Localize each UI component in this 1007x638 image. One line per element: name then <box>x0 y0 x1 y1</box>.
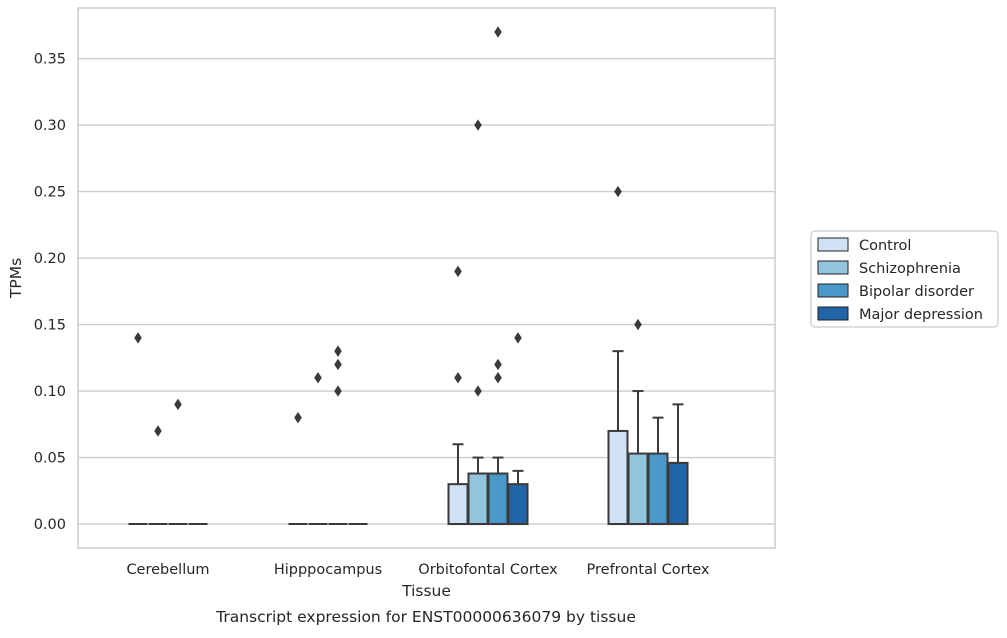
y-axis-label: TPMs <box>7 258 25 299</box>
outlier-point <box>294 411 302 424</box>
y-tick-label: 0.00 <box>34 517 66 533</box>
outlier-point <box>174 398 182 411</box>
box <box>667 461 689 526</box>
legend-label: Bipolar disorder <box>859 284 974 300</box>
outlier-point <box>494 26 502 38</box>
x-tick-label: Prefrontal Cortex <box>587 562 710 578</box>
outlier-point <box>314 372 322 384</box>
y-tick-label: 0.15 <box>34 318 66 334</box>
outlier-point <box>154 425 162 437</box>
box <box>507 483 529 526</box>
y-tick-label: 0.35 <box>34 52 66 68</box>
x-tick-label: Hipppocampus <box>274 562 382 578</box>
outlier-point <box>494 358 502 371</box>
chart-title: Transcript expression for ENST0000063607… <box>215 608 636 626</box>
legend-box <box>810 230 999 328</box>
legend-label: Major depression <box>859 307 983 323</box>
plot-frame <box>77 7 776 549</box>
box <box>607 429 629 526</box>
outlier-point <box>454 265 462 278</box>
x-axis-label: Tissue <box>401 582 451 600</box>
outlier-point <box>514 332 522 344</box>
x-tick-label: Orbitofontal Cortex <box>418 562 558 578</box>
outlier-point <box>474 119 482 131</box>
legend-label: Control <box>859 238 911 254</box>
outlier-point <box>134 332 142 344</box>
y-tick-label: 0.30 <box>34 118 66 134</box>
outlier-point <box>334 345 342 357</box>
outlier-point <box>614 185 622 198</box>
box <box>647 452 669 526</box>
x-tick-label: Cerebellum <box>126 562 209 578</box>
legend-label: Schizophrenia <box>859 261 961 277</box>
legend-swatch <box>817 306 849 321</box>
outlier-point <box>454 372 462 384</box>
legend-swatch <box>817 260 849 275</box>
box <box>447 483 469 526</box>
outlier-point <box>334 358 342 371</box>
outlier-point <box>494 372 502 384</box>
y-tick-label: 0.10 <box>34 384 66 400</box>
legend-swatch <box>817 283 849 298</box>
y-tick-label: 0.20 <box>34 251 66 267</box>
box <box>627 452 649 526</box>
outlier-point <box>334 385 342 397</box>
box <box>467 472 489 526</box>
y-tick-label: 0.05 <box>34 451 66 467</box>
y-tick-label: 0.25 <box>34 185 66 201</box>
outlier-point <box>474 385 482 397</box>
box <box>487 472 509 526</box>
outlier-point <box>634 318 642 331</box>
legend-swatch <box>817 237 849 252</box>
